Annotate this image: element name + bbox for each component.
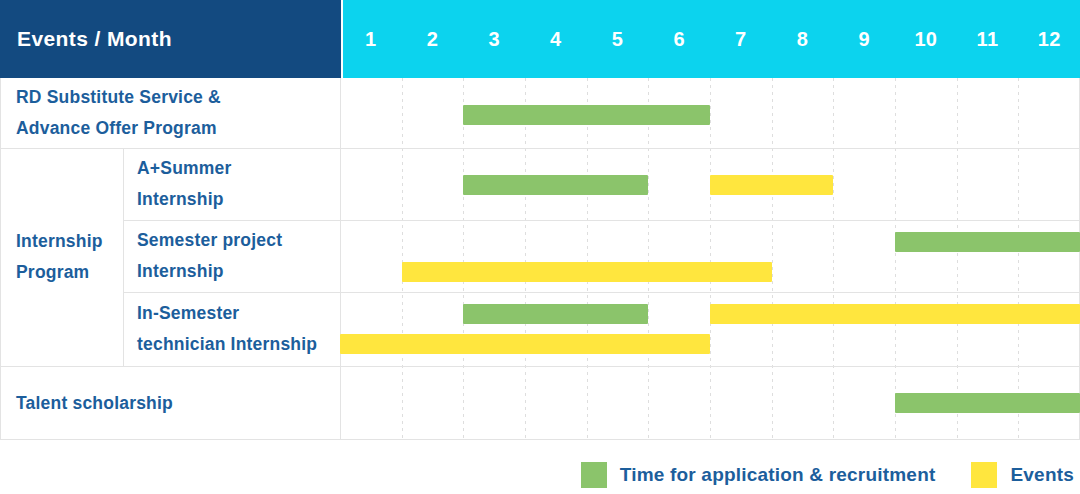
label-line: Internship xyxy=(16,226,103,257)
month-header-label: 6 xyxy=(648,0,710,78)
month-header-label: 7 xyxy=(710,0,772,78)
month-header-label: 2 xyxy=(402,0,464,78)
grid-line-month xyxy=(895,78,896,440)
grid-line-month xyxy=(833,78,834,440)
month-header-label: 11 xyxy=(957,0,1019,78)
gantt-bar-application xyxy=(463,105,710,125)
events-color-swatch xyxy=(971,462,997,488)
grid-line-month xyxy=(772,78,773,440)
gantt-bar-event xyxy=(340,334,710,354)
gantt-bar-event xyxy=(402,262,772,282)
grid-line-month xyxy=(957,78,958,440)
row-label: RD Substitute Service &Advance Offer Pro… xyxy=(16,82,221,144)
label-line: Talent scholarship xyxy=(16,388,173,419)
gantt-schedule-chart: Events / Month RD Substitute Service &Ad… xyxy=(0,0,1080,494)
gantt-bar-event xyxy=(710,175,833,195)
legend-item-events: Events xyxy=(971,462,1074,488)
label-line: technician Internship xyxy=(137,329,317,360)
label-line: RD Substitute Service & xyxy=(16,82,221,113)
grid-line-month xyxy=(648,78,649,440)
gantt-bar-application xyxy=(895,232,1080,252)
grid-line-month xyxy=(525,78,526,440)
month-header-label: 4 xyxy=(525,0,587,78)
month-header-label: 3 xyxy=(463,0,525,78)
grid-line-month xyxy=(1018,78,1019,440)
row-border xyxy=(0,148,1080,149)
group-label: InternshipProgram xyxy=(16,226,103,288)
gantt-bar-application xyxy=(463,175,648,195)
row-border xyxy=(0,366,1080,367)
grid-line-month xyxy=(463,78,464,440)
events-month-title: Events / Month xyxy=(17,27,172,51)
label-line: Internship xyxy=(137,184,231,215)
grid-line-month xyxy=(710,78,711,440)
month-header-label: 12 xyxy=(1018,0,1080,78)
sub-row-label: Semester projectInternship xyxy=(137,225,282,287)
sub-row-label: A+SummerInternship xyxy=(137,153,231,215)
gantt-bar-event xyxy=(710,304,1080,324)
row-border xyxy=(123,220,1080,221)
gantt-bar-application xyxy=(895,393,1080,413)
legend-label-events: Events xyxy=(1010,464,1074,486)
month-header-label: 9 xyxy=(833,0,895,78)
label-line: Program xyxy=(16,257,103,288)
row-label: Talent scholarship xyxy=(16,388,173,419)
grid-line-month xyxy=(587,78,588,440)
application-color-swatch xyxy=(581,462,607,488)
label-line: Internship xyxy=(137,256,282,287)
grid-line-month xyxy=(402,78,403,440)
month-header-label: 1 xyxy=(340,0,402,78)
legend-label-application: Time for application & recruitment xyxy=(620,464,936,486)
month-header-label: 5 xyxy=(587,0,649,78)
gantt-bar-application xyxy=(463,304,648,324)
legend-item-application: Time for application & recruitment xyxy=(581,462,936,488)
month-header-label: 8 xyxy=(772,0,834,78)
month-header-label: 10 xyxy=(895,0,957,78)
label-line: In-Semester xyxy=(137,298,317,329)
table-left-border xyxy=(0,78,1,440)
sub-row-label: In-Semestertechnician Internship xyxy=(137,298,317,360)
table-corner-header: Events / Month xyxy=(0,0,341,78)
row-border xyxy=(123,292,1080,293)
table-bottom-border xyxy=(0,439,1080,440)
legend: Time for application & recruitment Event… xyxy=(581,462,1074,488)
label-grid-divider xyxy=(340,78,341,440)
group-sub-divider xyxy=(123,148,124,366)
label-line: Semester project xyxy=(137,225,282,256)
label-line: Advance Offer Program xyxy=(16,113,221,144)
label-line: A+Summer xyxy=(137,153,231,184)
